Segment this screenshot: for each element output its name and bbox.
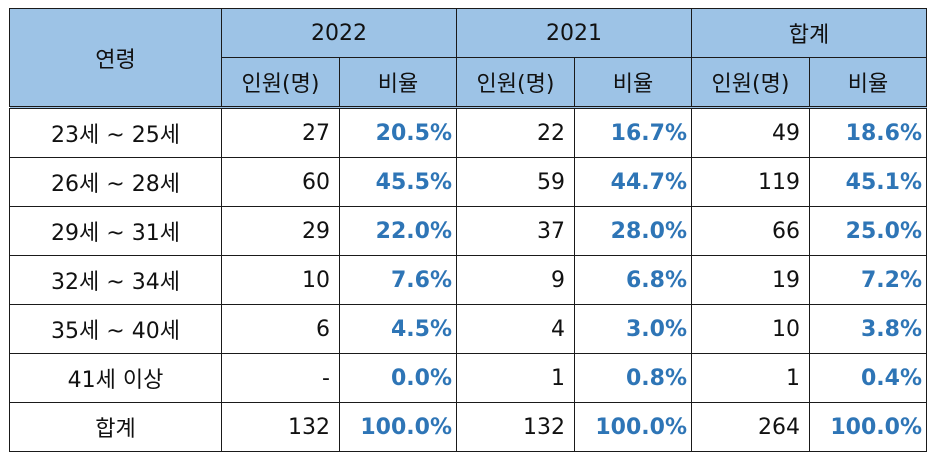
ratio-2022-cell: 100.0% (339, 402, 457, 452)
ratio-2021-cell: 44.7% (574, 157, 692, 207)
ratio-total-cell: 7.2% (809, 255, 927, 305)
age-range-cell: 29세 ~ 31세 (9, 206, 222, 256)
ratio-2022-cell: 20.5% (339, 106, 457, 158)
ratio-2021-cell: 100.0% (574, 402, 692, 452)
count-2022-cell: 132 (221, 402, 340, 452)
count-header-2021: 인원(명) (456, 57, 575, 108)
count-2021-cell: 132 (456, 402, 575, 452)
ratio-total-cell: 3.8% (809, 304, 927, 354)
age-range-cell: 26세 ~ 28세 (9, 157, 222, 207)
ratio-total-cell: 45.1% (809, 157, 927, 207)
count-total-cell: 19 (691, 255, 810, 305)
count-total-cell: 10 (691, 304, 810, 354)
count-total-cell: 66 (691, 206, 810, 256)
total-group-header: 합계 (691, 8, 927, 58)
ratio-total-cell: 18.6% (809, 106, 927, 158)
age-range-cell: 35세 ~ 40세 (9, 304, 222, 354)
count-2022-cell: 60 (221, 157, 340, 207)
ratio-total-cell: 25.0% (809, 206, 927, 256)
count-total-cell: 49 (691, 106, 810, 158)
age-range-cell: 23세 ~ 25세 (9, 106, 222, 158)
count-header-total: 인원(명) (691, 57, 810, 108)
ratio-2022-cell: 7.6% (339, 255, 457, 305)
table-row: 32세 ~ 34세 10 7.6% 9 6.8% 19 7.2% (9, 255, 927, 305)
count-2021-cell: 59 (456, 157, 575, 207)
count-header-2022: 인원(명) (221, 57, 340, 108)
age-column-header: 연령 (9, 8, 222, 108)
ratio-2022-cell: 22.0% (339, 206, 457, 256)
count-2021-cell: 9 (456, 255, 575, 305)
table-row: 23세 ~ 25세 27 20.5% 22 16.7% 49 18.6% (9, 106, 927, 158)
count-2022-cell: 10 (221, 255, 340, 305)
count-2021-cell: 22 (456, 106, 575, 158)
age-range-cell: 41세 이상 (9, 353, 222, 403)
table-row: 26세 ~ 28세 60 45.5% 59 44.7% 119 45.1% (9, 157, 927, 207)
ratio-2021-cell: 16.7% (574, 106, 692, 158)
table-row: 29세 ~ 31세 29 22.0% 37 28.0% 66 25.0% (9, 206, 927, 256)
year-2021-header: 2021 (456, 8, 692, 58)
count-2022-cell: 27 (221, 106, 340, 158)
ratio-header-total: 비율 (809, 57, 927, 108)
table-row: 41세 이상 - 0.0% 1 0.8% 1 0.4% (9, 353, 927, 403)
count-2021-cell: 37 (456, 206, 575, 256)
count-2022-cell: 29 (221, 206, 340, 256)
ratio-2021-cell: 3.0% (574, 304, 692, 354)
count-2021-cell: 1 (456, 353, 575, 403)
total-row: 합계 132 100.0% 132 100.0% 264 100.0% (9, 402, 927, 452)
header-row-subcolumns: 인원(명) 비율 인원(명) 비율 인원(명) 비율 (10, 57, 927, 108)
count-total-cell: 119 (691, 157, 810, 207)
year-2022-header: 2022 (221, 8, 457, 58)
ratio-2022-cell: 0.0% (339, 353, 457, 403)
count-2022-cell: - (221, 353, 340, 403)
ratio-header-2022: 비율 (339, 57, 457, 108)
age-range-cell: 32세 ~ 34세 (9, 255, 222, 305)
header-row-years: 연령 2022 2021 합계 (9, 8, 927, 108)
ratio-2021-cell: 0.8% (574, 353, 692, 403)
ratio-total-cell: 100.0% (809, 402, 927, 452)
ratio-header-2021: 비율 (574, 57, 692, 108)
total-label-cell: 합계 (9, 402, 222, 452)
age-distribution-table: 연령 2022 2021 합계 인원(명) 비율 인원(명) 비율 인원(명) … (9, 8, 927, 452)
count-2021-cell: 4 (456, 304, 575, 354)
table-row: 35세 ~ 40세 6 4.5% 4 3.0% 10 3.8% (9, 304, 927, 354)
ratio-2022-cell: 4.5% (339, 304, 457, 354)
count-2022-cell: 6 (221, 304, 340, 354)
ratio-total-cell: 0.4% (809, 353, 927, 403)
count-total-cell: 1 (691, 353, 810, 403)
ratio-2022-cell: 45.5% (339, 157, 457, 207)
ratio-2021-cell: 6.8% (574, 255, 692, 305)
count-total-cell: 264 (691, 402, 810, 452)
ratio-2021-cell: 28.0% (574, 206, 692, 256)
